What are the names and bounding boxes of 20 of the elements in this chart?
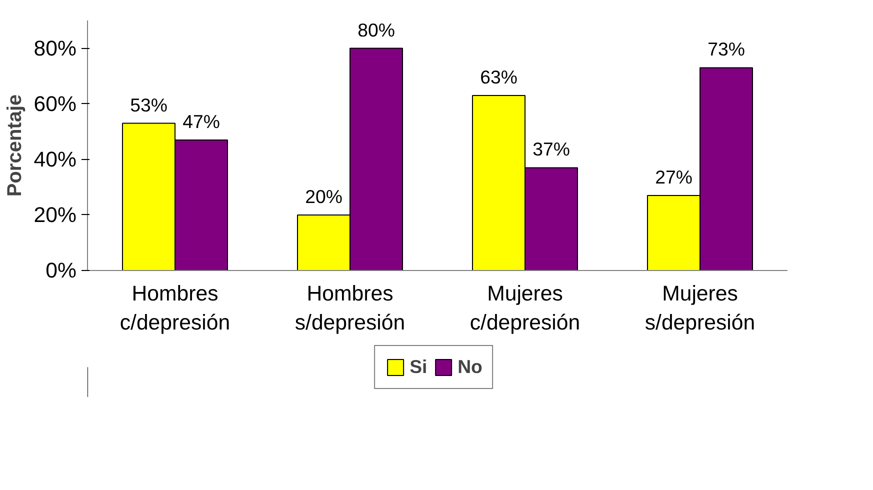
legend-label: Si [410, 356, 428, 378]
data-label: 27% [655, 166, 692, 188]
x-tick-label: Mujeres s/depresión [644, 282, 756, 334]
data-label: 37% [532, 138, 570, 160]
x-tick-label: Hombres s/depresión [294, 282, 406, 334]
data-label: 73% [708, 38, 745, 60]
x-tick-label: Mujeres c/depresión [470, 282, 580, 334]
legend-label: No [458, 356, 482, 378]
y-tick-label: 60% [34, 92, 77, 116]
data-label: 47% [182, 110, 220, 132]
data-label: 80% [358, 19, 395, 40]
x-tick-label: Hombres c/depresión [120, 282, 230, 334]
data-label: 20% [305, 186, 342, 207]
data-label: 63% [480, 66, 518, 88]
y-axis-title: Porcentaje [4, 94, 26, 197]
y-tick-label: 80% [34, 36, 77, 60]
y-tick-label: 40% [34, 147, 77, 172]
y-tick-label: 0% [46, 258, 77, 282]
data-label: 53% [130, 94, 168, 116]
y-tick-label: 20% [34, 202, 77, 227]
